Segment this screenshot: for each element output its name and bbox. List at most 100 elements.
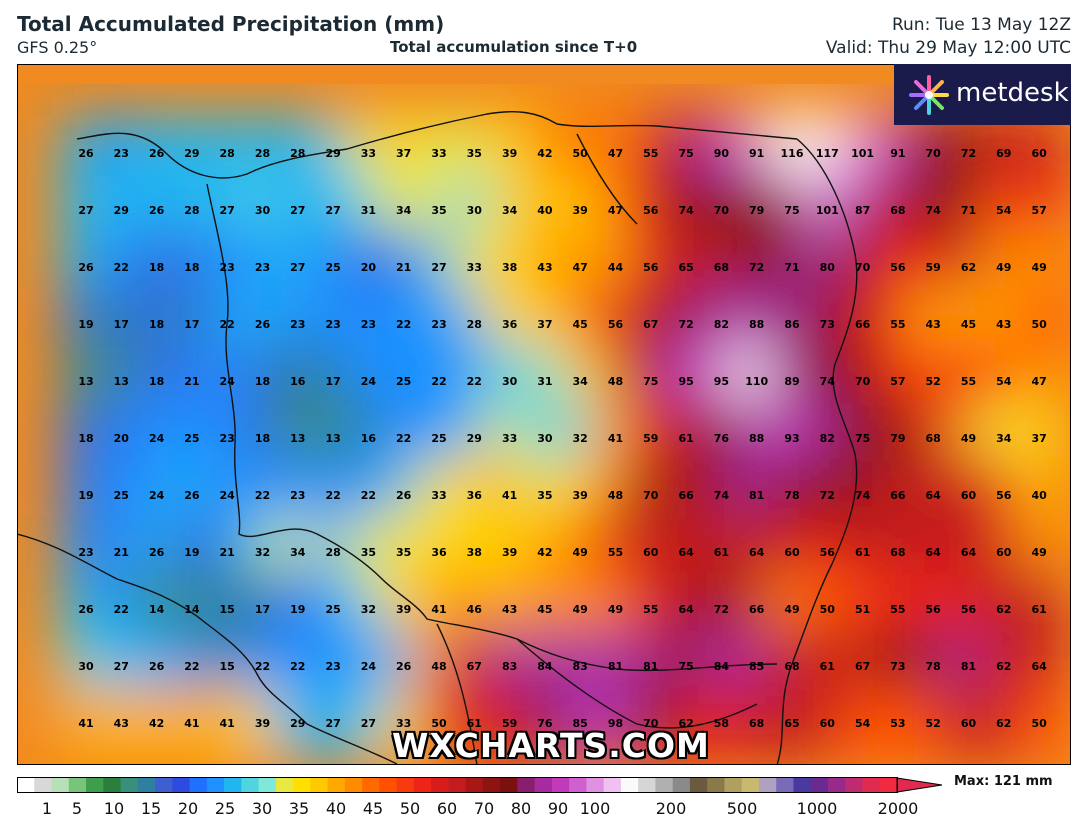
grid-value-label: 49 (573, 603, 588, 616)
colorbar-swatch (758, 778, 777, 792)
grid-value-label: 41 (220, 717, 235, 730)
grid-value-label: 36 (502, 318, 518, 331)
grid-value-label: 81 (961, 660, 976, 673)
grid-value-label: 24 (149, 489, 165, 502)
colorbar-tick-label: 1 (41, 799, 53, 818)
colorbar-tick-label: 60 (436, 799, 458, 818)
grid-value-label: 55 (890, 603, 905, 616)
grid-value-label: 48 (431, 660, 446, 673)
colorbar-swatch (206, 778, 225, 792)
grid-value-label: 81 (749, 489, 764, 502)
grid-value-label: 43 (537, 261, 552, 274)
grid-value-label: 41 (78, 717, 93, 730)
grid-value-label: 75 (784, 204, 799, 217)
grid-value-label: 26 (396, 660, 412, 673)
colorbar-swatch (638, 778, 656, 792)
grid-value-label: 50 (1031, 717, 1047, 730)
grid-value-label: 45 (537, 603, 552, 616)
grid-value-label: 93 (784, 432, 799, 445)
grid-value-label: 24 (361, 375, 377, 388)
grid-value-label: 35 (431, 204, 446, 217)
grid-value-label: 27 (290, 261, 305, 274)
grid-value-label: 64 (749, 546, 765, 559)
grid-value-label: 101 (851, 147, 874, 160)
grid-value-label: 67 (643, 318, 658, 331)
grid-value-label: 52 (926, 375, 941, 388)
grid-value-label: 78 (784, 489, 799, 502)
grid-value-label: 64 (926, 489, 942, 502)
grid-value-label: 56 (643, 204, 659, 217)
grid-value-label: 24 (220, 375, 236, 388)
grid-value-label: 84 (537, 660, 553, 673)
grid-value-label: 27 (325, 717, 340, 730)
colorbar-swatch (17, 778, 35, 792)
grid-value-label: 55 (961, 375, 976, 388)
grid-value-label: 61 (467, 717, 482, 730)
grid-value-label: 22 (290, 660, 305, 673)
grid-value-label: 81 (608, 660, 623, 673)
grid-value-label: 51 (855, 603, 870, 616)
colorbar-swatch (810, 778, 829, 792)
grid-value-label: 37 (537, 318, 552, 331)
grid-value-label: 54 (996, 204, 1012, 217)
grid-value-label: 41 (608, 432, 623, 445)
grid-value-label: 43 (996, 318, 1011, 331)
grid-value-label: 81 (643, 660, 658, 673)
colorbar-tick-label: 10 (103, 799, 125, 818)
grid-value-label: 42 (537, 546, 552, 559)
grid-value-label: 23 (361, 318, 376, 331)
grid-value-label: 21 (220, 546, 235, 559)
grid-value-label: 36 (431, 546, 447, 559)
grid-value-label: 22 (255, 660, 270, 673)
colorbar-swatch (189, 778, 208, 792)
grid-value-label: 22 (396, 432, 411, 445)
grid-value-label: 22 (361, 489, 376, 502)
grid-value-label: 38 (467, 546, 482, 559)
grid-value-label: 17 (255, 603, 270, 616)
grid-value-label: 64 (678, 603, 694, 616)
grid-value-label: 17 (325, 375, 340, 388)
grid-value-label: 27 (78, 204, 93, 217)
grid-value-label: 101 (816, 204, 839, 217)
grid-value-label: 23 (325, 660, 340, 673)
grid-value-label: 22 (220, 318, 235, 331)
colorbar-swatch (51, 778, 70, 792)
grid-value-label: 47 (608, 204, 623, 217)
grid-value-label: 25 (325, 603, 340, 616)
grid-value-label: 72 (678, 318, 693, 331)
grid-value-label: 54 (855, 717, 871, 730)
grid-value-label: 33 (431, 489, 446, 502)
grid-value-label: 15 (220, 660, 235, 673)
grid-value-label: 17 (114, 318, 129, 331)
grid-value-label: 49 (996, 261, 1011, 274)
colorbar-tick-label: 45 (362, 799, 384, 818)
colorbar-tick-label: 100 (579, 799, 611, 818)
grid-value-label: 48 (608, 375, 623, 388)
grid-value-label: 69 (996, 147, 1011, 160)
grid-value-label: 26 (78, 147, 94, 160)
grid-value-label: 29 (467, 432, 482, 445)
grid-value-label: 62 (678, 717, 693, 730)
grid-value-label: 46 (467, 603, 483, 616)
colorbar-swatch (258, 778, 277, 792)
grid-value-label: 80 (820, 261, 836, 274)
colorbar-swatch (655, 778, 674, 792)
colorbar-swatch (827, 778, 846, 792)
grid-value-label: 59 (926, 261, 941, 274)
colorbar-swatch (551, 778, 570, 792)
colorbar-swatch (172, 778, 191, 792)
colorbar-swatch (776, 778, 794, 792)
colorbar-swatch (86, 778, 104, 792)
grid-value-label: 18 (149, 375, 164, 388)
colorbar-swatch (620, 778, 639, 792)
grid-value-label: 32 (255, 546, 270, 559)
grid-value-label: 42 (537, 147, 552, 160)
grid-value-label: 26 (396, 489, 412, 502)
grid-value-label: 68 (749, 717, 764, 730)
colorbar-swatch (879, 778, 898, 792)
grid-value-label: 16 (290, 375, 306, 388)
grid-value-label: 56 (890, 261, 906, 274)
grid-value-label: 56 (643, 261, 659, 274)
colorbar-swatch (327, 778, 346, 792)
grid-value-label: 40 (537, 204, 553, 217)
